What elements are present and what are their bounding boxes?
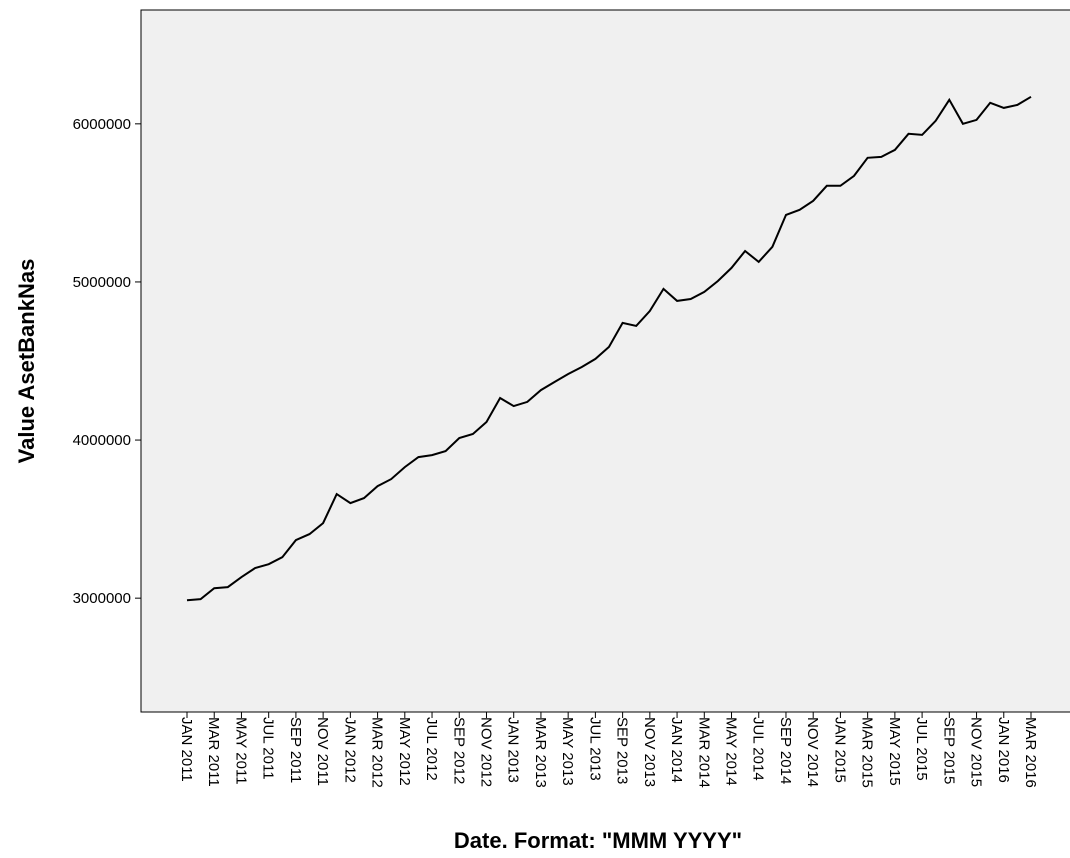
x-tick-label: NOV 2015 <box>968 717 985 787</box>
x-tick-label: MAR 2013 <box>532 717 549 788</box>
x-tick-label: JAN 2012 <box>341 717 358 783</box>
x-tick-label: MAY 2012 <box>396 717 413 786</box>
x-tick-label: MAY 2015 <box>886 717 903 786</box>
x-axis-title: Date. Format: "MMM YYYY" <box>454 828 742 853</box>
x-tick-label: SEP 2012 <box>450 717 467 784</box>
x-tick-label: MAY 2014 <box>723 717 740 786</box>
x-tick-label: MAR 2014 <box>695 717 712 788</box>
x-tick-label: MAR 2011 <box>205 717 222 787</box>
x-tick-label: SEP 2011 <box>287 717 304 783</box>
x-tick-label: SEP 2013 <box>614 717 631 784</box>
x-tick-label: JAN 2014 <box>668 717 685 783</box>
y-tick-label: 4000000 <box>73 432 131 449</box>
y-tick-label: 5000000 <box>73 274 131 291</box>
data-line <box>186 95 1032 602</box>
x-tick-label: SEP 2014 <box>777 717 794 784</box>
x-tick-label: MAY 2013 <box>559 717 576 786</box>
x-tick-label: MAR 2015 <box>859 717 876 788</box>
x-tick-label: NOV 2011 <box>314 717 331 786</box>
x-tick-label: JUL 2014 <box>750 717 767 781</box>
x-tick-label: MAR 2016 <box>1022 717 1039 788</box>
x-tick-label: JUL 2013 <box>586 717 603 781</box>
x-tick-label: JAN 2015 <box>831 717 848 783</box>
x-tick-label: NOV 2014 <box>804 717 821 787</box>
x-tick-label: MAR 2012 <box>369 717 386 788</box>
x-tick-label: JAN 2011 <box>178 717 195 782</box>
x-tick-label: JUL 2015 <box>913 717 930 781</box>
x-tick-label: JAN 2016 <box>995 717 1012 783</box>
x-tick-label: SEP 2015 <box>940 717 957 784</box>
x-tick-label: JUL 2011 <box>260 717 277 780</box>
x-tick-label: JUL 2012 <box>423 717 440 781</box>
x-tick-label: JAN 2013 <box>505 717 522 783</box>
y-axis-title: Value AsetBankNas <box>14 259 39 464</box>
x-tick-label: MAY 2011 <box>232 717 249 785</box>
y-tick-label: 3000000 <box>73 590 131 607</box>
x-tick-label: NOV 2012 <box>477 717 494 787</box>
plot-area <box>140 9 1070 713</box>
x-tick-label: NOV 2013 <box>641 717 658 787</box>
y-tick-label: 6000000 <box>73 116 131 133</box>
